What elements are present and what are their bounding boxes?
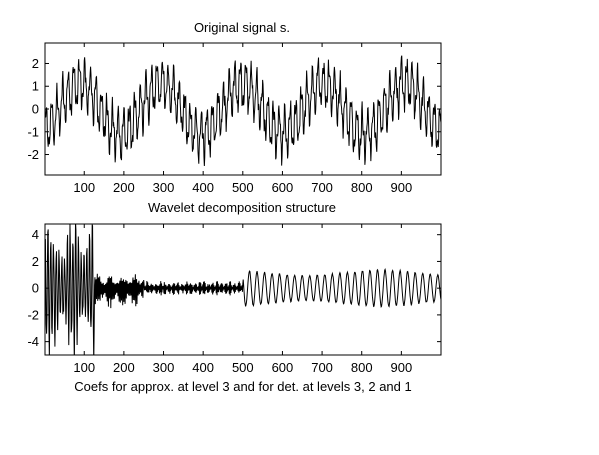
x-tick-label: 200	[113, 180, 135, 195]
x-tick-label: 200	[113, 360, 135, 375]
y-tick-label: -2	[27, 147, 39, 162]
x-tick-label: 400	[192, 360, 214, 375]
y-tick-label: 2	[32, 254, 39, 269]
x-tick-label: 900	[391, 360, 413, 375]
data-series-line	[45, 55, 441, 166]
x-tick-label: 300	[153, 180, 175, 195]
x-tick-label: 600	[272, 360, 294, 375]
chart-title: Original signal s.	[194, 20, 290, 35]
x-tick-label: 500	[232, 180, 254, 195]
x-tick-label: 800	[351, 180, 373, 195]
y-ticks-bottom: -4 -2 0 2 4	[27, 227, 441, 349]
x-tick-label: 400	[192, 180, 214, 195]
x-ticks-bottom: 100 200 300 400 500 600 700 800 900	[73, 224, 412, 375]
y-tick-label: 0	[32, 281, 39, 296]
y-tick-label: 1	[32, 79, 39, 94]
x-axis-label: Coefs for approx. at level 3 and for det…	[74, 379, 411, 394]
x-tick-label: 600	[272, 180, 294, 195]
x-tick-label: 100	[73, 180, 95, 195]
x-tick-label: 500	[232, 360, 254, 375]
x-axis-label: Wavelet decomposition structure	[148, 200, 336, 215]
y-tick-label: 0	[32, 102, 39, 117]
x-tick-label: 300	[153, 360, 175, 375]
x-tick-label: 700	[311, 360, 333, 375]
y-ticks-top: -2 -1 0 1 2	[27, 56, 441, 162]
x-tick-label: 900	[391, 180, 413, 195]
y-tick-label: 4	[32, 227, 39, 242]
y-tick-label: 2	[32, 56, 39, 71]
x-tick-label: 800	[351, 360, 373, 375]
y-tick-label: -4	[27, 334, 39, 349]
subplot-wavelet-coefs: 100 200 300 400 500 600 700 800 900 -4 -2 0 2 4 Coef…	[27, 223, 442, 394]
y-tick-label: -1	[27, 124, 39, 139]
subplot-original-signal: Original signal s. 100 200 300 400 500 600 700…	[27, 20, 442, 215]
x-tick-label: 700	[311, 180, 333, 195]
x-ticks-top: 100 200 300 400 500 600 700 800 900	[73, 43, 412, 195]
y-tick-label: -2	[27, 307, 39, 322]
x-tick-label: 100	[73, 360, 95, 375]
data-series-line	[45, 224, 441, 355]
